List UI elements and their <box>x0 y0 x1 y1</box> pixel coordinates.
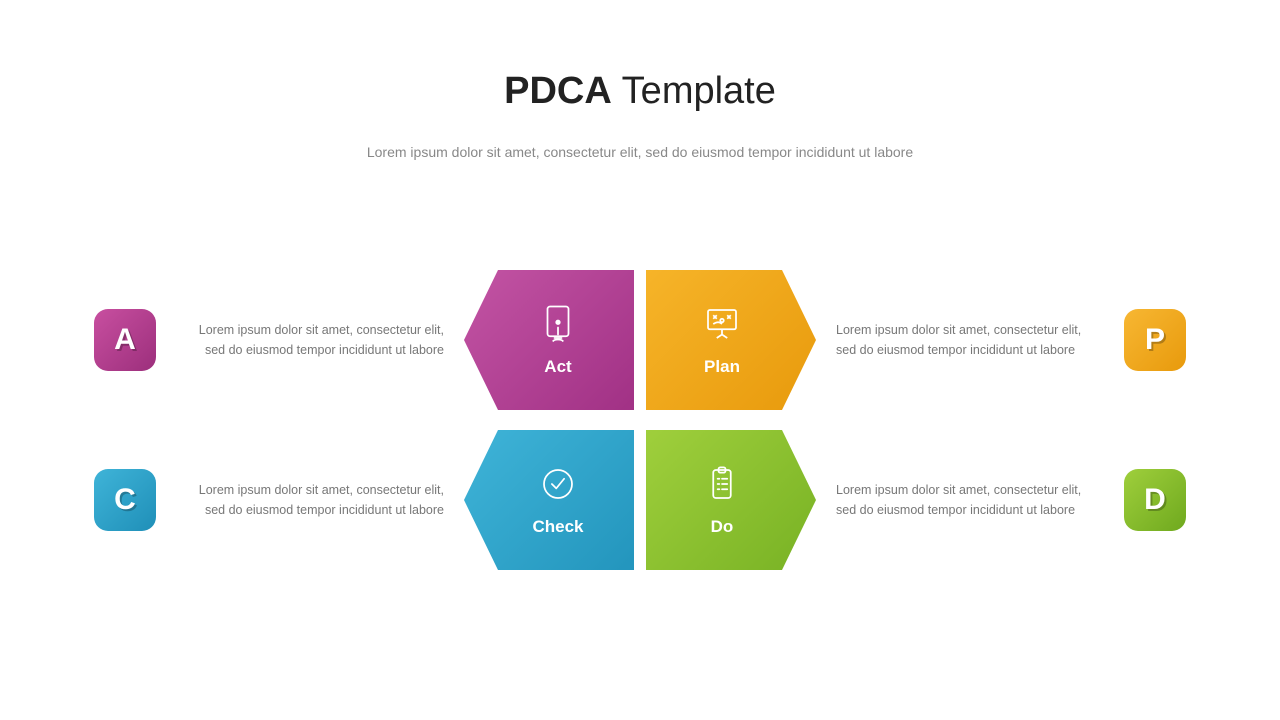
badge-plan: P <box>1124 309 1186 371</box>
page-title: PDCA Template <box>0 70 1280 113</box>
hex-plan: Plan <box>646 270 816 410</box>
check-circle-icon <box>537 463 579 505</box>
strategy-board-icon <box>701 303 743 345</box>
checklist-icon <box>701 463 743 505</box>
hex-pair-top: Act Plan <box>464 270 816 410</box>
title-rest: Template <box>612 70 776 112</box>
hex-pair-bottom: Check Do <box>464 430 816 570</box>
hex-do: Do <box>646 430 816 570</box>
badge-act: A <box>94 309 156 371</box>
hex-plan-label: Plan <box>704 357 740 377</box>
touch-icon <box>537 303 579 345</box>
desc-do: Lorem ipsum dolor sit amet, consectetur … <box>836 480 1096 520</box>
row-top: A Lorem ipsum dolor sit amet, consectetu… <box>0 270 1280 410</box>
badge-do: D <box>1124 469 1186 531</box>
row-bottom: C Lorem ipsum dolor sit amet, consectetu… <box>0 430 1280 570</box>
hex-check-label: Check <box>532 517 583 537</box>
badge-do-letter: D <box>1144 483 1166 517</box>
hex-check: Check <box>464 430 634 570</box>
pdca-diagram: A Lorem ipsum dolor sit amet, consectetu… <box>0 270 1280 590</box>
desc-act: Lorem ipsum dolor sit amet, consectetur … <box>184 320 444 360</box>
desc-plan: Lorem ipsum dolor sit amet, consectetur … <box>836 320 1096 360</box>
hex-do-label: Do <box>711 517 734 537</box>
badge-plan-letter: P <box>1145 323 1165 357</box>
header: PDCA Template Lorem ipsum dolor sit amet… <box>0 0 1280 165</box>
title-bold: PDCA <box>504 70 612 112</box>
badge-check: C <box>94 469 156 531</box>
badge-check-letter: C <box>114 483 136 517</box>
desc-check: Lorem ipsum dolor sit amet, consectetur … <box>184 480 444 520</box>
hex-act: Act <box>464 270 634 410</box>
subtitle: Lorem ipsum dolor sit amet, consectetur … <box>360 141 920 165</box>
badge-act-letter: A <box>114 323 136 357</box>
hex-act-label: Act <box>544 357 571 377</box>
